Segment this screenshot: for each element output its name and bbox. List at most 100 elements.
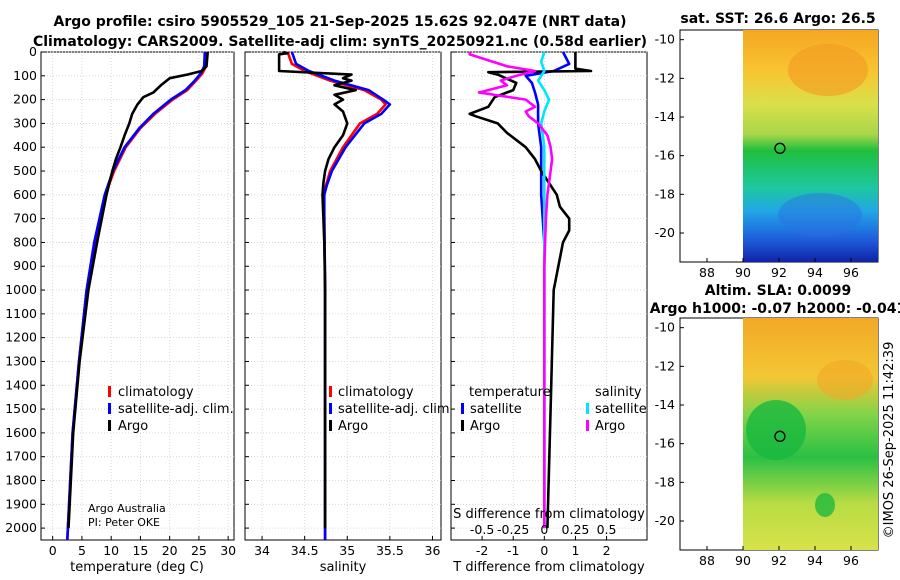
x-tick-label: 1 [571, 543, 579, 558]
s-legend-climatology-label: climatology [338, 385, 414, 400]
map-x-tick-label: 96 [843, 265, 859, 280]
x-tick-label: 20 [162, 543, 178, 558]
x-tick-label: 5 [78, 543, 86, 558]
sla-map-title1: Altim. SLA: 0.0099 [705, 283, 852, 299]
sla-map-panel: Altim. SLA: 0.0099 Argo h1000: -0.07 h20… [650, 283, 900, 568]
map-x-tick-label: 88 [699, 553, 715, 568]
y-tick-label: 800 [13, 234, 37, 249]
credit-org: Argo Australia [88, 502, 166, 515]
legend-argo-label: Argo [118, 419, 148, 434]
series-line-t-argo [468, 52, 593, 529]
sst-map-panel: sat. SST: 26.6 Argo: 26.5 88 90 92 94 96 -10 -… [655, 11, 879, 280]
y-tick-label: 2000 [5, 520, 37, 535]
d-legend-s-argo-label: Argo [595, 419, 625, 434]
legend-temperature-title: temperature [469, 385, 551, 400]
figure-title-line2: Climatology: CARS2009. Satellite-adj cli… [33, 34, 647, 50]
temperature-legend: climatology satellite-adj. clim. Argo [108, 385, 234, 434]
d-legend-t-satellite-swatch [461, 403, 464, 414]
y-tick-label: 500 [13, 163, 37, 178]
y-tick-label: 300 [13, 115, 37, 130]
d-legend-s-argo-swatch [586, 420, 589, 431]
salinity-axes-frame [244, 51, 442, 541]
difference-lines [468, 51, 593, 529]
y-tick-label: 1300 [5, 353, 37, 368]
s-tick-label: -0.5 [470, 522, 494, 537]
x-tick-label: 0 [49, 543, 57, 558]
sla-low-patch-2 [815, 493, 835, 517]
y-tick-label: 1900 [5, 496, 37, 511]
salinity-grid [245, 51, 441, 540]
map-x-tick-label: 92 [771, 553, 787, 568]
sla-map-ticks: 88 90 92 94 96 -10 -12 -14 -16 -18 -20 [655, 320, 859, 568]
salinity-lines [277, 50, 392, 540]
credit-pi: PI: Peter OKE [88, 516, 160, 529]
x-tick-label: 2 [603, 543, 611, 558]
x-tick-label: 35.5 [376, 543, 404, 558]
s-legend-satellite-label: satellite-adj. clim. [338, 402, 454, 417]
s-legend-climatology-swatch [329, 386, 332, 397]
series-line-s-argo [468, 52, 554, 529]
y-tick-label: 1700 [5, 449, 37, 464]
y-tick-label: 400 [13, 139, 37, 154]
sst-cold-patch [778, 193, 862, 237]
d-legend-t-satellite-label: satellite [470, 402, 522, 417]
difference-ticks: -2 -1 0 1 2 -0.5 -0.25 0 0.25 0.5 [451, 51, 617, 558]
s-legend-satellite-swatch [329, 403, 332, 414]
sla-argo-location-marker [774, 430, 786, 442]
map-y-tick-label: -16 [655, 436, 675, 451]
s-legend-argo-swatch [329, 420, 332, 431]
difference-xlabel-s: S difference from climatology [453, 507, 645, 522]
x-tick-label: -2 [476, 543, 488, 558]
salinity-legend: climatology satellite-adj. clim. Argo [329, 385, 454, 434]
sla-map-title2: Argo h1000: -0.07 h2000: -0.041 [650, 301, 900, 317]
legend-climatology-swatch [108, 386, 111, 397]
map-y-tick-label: -10 [655, 320, 675, 335]
d-legend-s-satellite-label: satellite [595, 402, 647, 417]
legend-satellite-swatch [108, 403, 111, 414]
legend-satellite-label: satellite-adj. clim. [118, 402, 234, 417]
map-y-tick-label: -20 [655, 225, 675, 240]
s-tick-label: 0.25 [562, 522, 590, 537]
legend-salinity-title: salinity [595, 385, 642, 400]
s-tick-label: -0.25 [497, 522, 529, 537]
y-tick-label: 1000 [5, 282, 37, 297]
y-tick-label: 600 [13, 187, 37, 202]
map-y-tick-label: -20 [655, 513, 675, 528]
sst-argo-location-marker [774, 142, 786, 154]
d-legend-t-argo-label: Argo [470, 419, 500, 434]
series-line-argo [67, 51, 209, 529]
figure-title-line1: Argo profile: csiro 5905529_105 21-Sep-2… [54, 14, 627, 30]
temperature-grid [41, 51, 234, 540]
y-tick-label: 1800 [5, 472, 37, 487]
temperature-ticks: 0100200300400500600700800900100011001200… [5, 44, 236, 558]
map-x-tick-label: 90 [735, 553, 751, 568]
temperature-xlabel: temperature (deg C) [70, 560, 204, 575]
map-y-tick-label: -10 [655, 32, 675, 47]
difference-legend: temperature salinity satellite Argo sate… [461, 385, 647, 434]
x-tick-label: 36 [425, 543, 441, 558]
salinity-xlabel: salinity [320, 560, 367, 575]
x-tick-label: 34 [254, 543, 270, 558]
map-y-tick-label: -18 [655, 186, 675, 201]
y-tick-label: 1600 [5, 425, 37, 440]
difference-xlabel-t: T difference from climatology [452, 560, 645, 575]
d-legend-t-argo-swatch [461, 420, 464, 431]
salinity-ticks: 34 34.5 35 35.5 36 [245, 51, 441, 558]
s-tick-label: 0.5 [597, 522, 617, 537]
x-tick-label: -1 [507, 543, 519, 558]
map-y-tick-label: -14 [655, 397, 675, 412]
map-y-tick-label: -16 [655, 148, 675, 163]
map-x-tick-label: 92 [771, 265, 787, 280]
imos-timestamp: ©IMOS 26-Sep-2025 11:42:39 [882, 342, 897, 539]
x-tick-label: 0 [540, 543, 548, 558]
x-tick-label: 30 [220, 543, 236, 558]
d-legend-s-satellite-swatch [586, 403, 589, 414]
map-y-tick-label: -12 [655, 70, 675, 85]
y-tick-label: 1100 [5, 306, 37, 321]
map-x-tick-label: 88 [699, 265, 715, 280]
y-tick-label: 1500 [5, 401, 37, 416]
temperature-lines [66, 51, 209, 541]
y-tick-label: 900 [13, 258, 37, 273]
map-y-tick-label: -18 [655, 474, 675, 489]
